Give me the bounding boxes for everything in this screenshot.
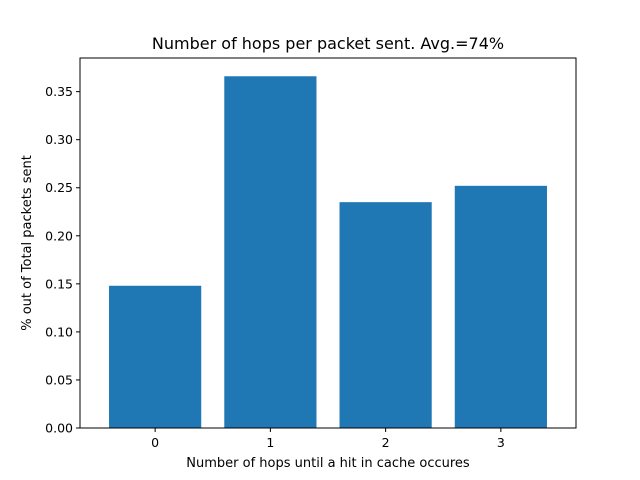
bar-0 xyxy=(109,285,202,428)
bar-2 xyxy=(339,202,432,428)
y-tick-label-6: 0.30 xyxy=(45,132,73,147)
x-tick-label-3: 3 xyxy=(497,435,505,450)
ticks-group: 0 1 2 3 0.00 0.05 0.10 0.15 0.20 0.25 0.30 0.35 xyxy=(45,84,505,450)
chart-title: Number of hops per packet sent. Avg.=74% xyxy=(152,34,504,53)
plot-frame xyxy=(79,57,577,429)
y-tick-label-0: 0.00 xyxy=(45,421,73,436)
y-tick-label-5: 0.25 xyxy=(45,180,73,195)
x-tick-label-1: 1 xyxy=(266,435,274,450)
bar-3 xyxy=(454,185,547,428)
x-tick-label-2: 2 xyxy=(382,435,390,450)
y-tick-label-1: 0.05 xyxy=(45,372,73,387)
bar-1 xyxy=(224,76,317,429)
y-axis-label: % out of Total packets sent xyxy=(20,155,35,331)
y-tick-label-2: 0.10 xyxy=(45,324,73,339)
y-tick-label-3: 0.15 xyxy=(45,276,73,291)
x-tick-label-0: 0 xyxy=(151,435,159,450)
x-axis-label: Number of hops until a hit in cache occu… xyxy=(186,456,470,471)
bars-group xyxy=(109,76,547,429)
y-tick-label-4: 0.20 xyxy=(45,228,73,243)
y-tick-label-7: 0.35 xyxy=(45,84,73,99)
